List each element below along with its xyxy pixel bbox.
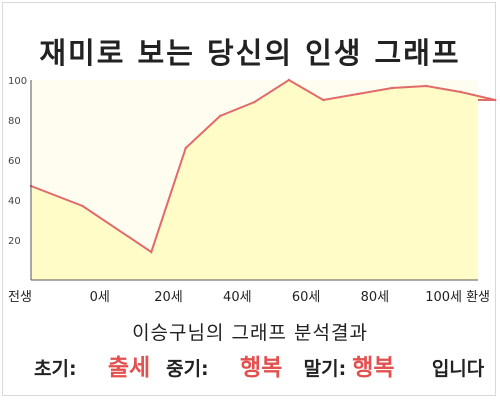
data-point: [390, 86, 394, 90]
x-tick-label: 환생: [466, 290, 490, 305]
middle-label: 중기:: [166, 358, 209, 380]
data-point: [425, 84, 428, 88]
series-line: [30, 78, 496, 254]
page-title: 재미로 보는 당신의 인생 그래프: [39, 36, 461, 70]
late-label: 말기:: [303, 358, 347, 380]
area-fill: [31, 80, 496, 280]
data-point: [150, 250, 153, 254]
x-tick-label: 60세: [292, 290, 321, 305]
y-tick-label: 100: [8, 76, 27, 87]
data-point: [287, 78, 291, 82]
data-point: [493, 98, 497, 102]
early-value: 출세: [107, 355, 151, 381]
card-frame: [2, 2, 496, 396]
x-tick-label: 전생: [8, 290, 32, 305]
y-tick-label: 60: [8, 156, 21, 167]
result-summary: 초기: 출세 중기: 행복 말기: 행복 입니다: [34, 348, 494, 382]
result-suffix: 입니다: [431, 358, 485, 380]
data-point: [81, 204, 84, 208]
x-tick-label: 20세: [154, 290, 183, 305]
data-point: [356, 92, 359, 96]
x-tick-label: 80세: [361, 290, 390, 305]
early-label: 초기:: [34, 358, 77, 380]
result-title: 이승구님의 그래프 분석결과: [132, 322, 368, 344]
x-tick-label: 0세: [90, 290, 110, 305]
late-value: 행복: [352, 355, 395, 381]
data-point: [253, 100, 256, 104]
data-point: [459, 90, 463, 94]
y-tick-label: 40: [8, 196, 21, 207]
data-point: [322, 98, 325, 102]
data-point: [218, 114, 222, 118]
y-tick-label: 80: [8, 116, 21, 127]
x-tick-label: 40세: [223, 290, 252, 305]
data-point: [184, 146, 187, 150]
middle-value: 행복: [239, 355, 283, 381]
x-tick-label: 100세: [425, 290, 462, 305]
y-tick-label: 20: [8, 236, 21, 247]
